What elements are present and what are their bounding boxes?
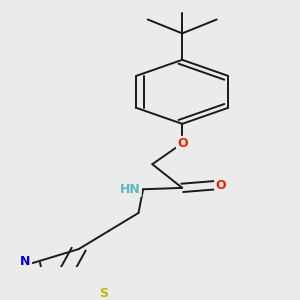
- Text: N: N: [20, 255, 30, 268]
- Text: S: S: [99, 287, 108, 300]
- Text: O: O: [215, 178, 226, 192]
- Text: O: O: [177, 137, 188, 150]
- Text: HN: HN: [120, 183, 141, 196]
